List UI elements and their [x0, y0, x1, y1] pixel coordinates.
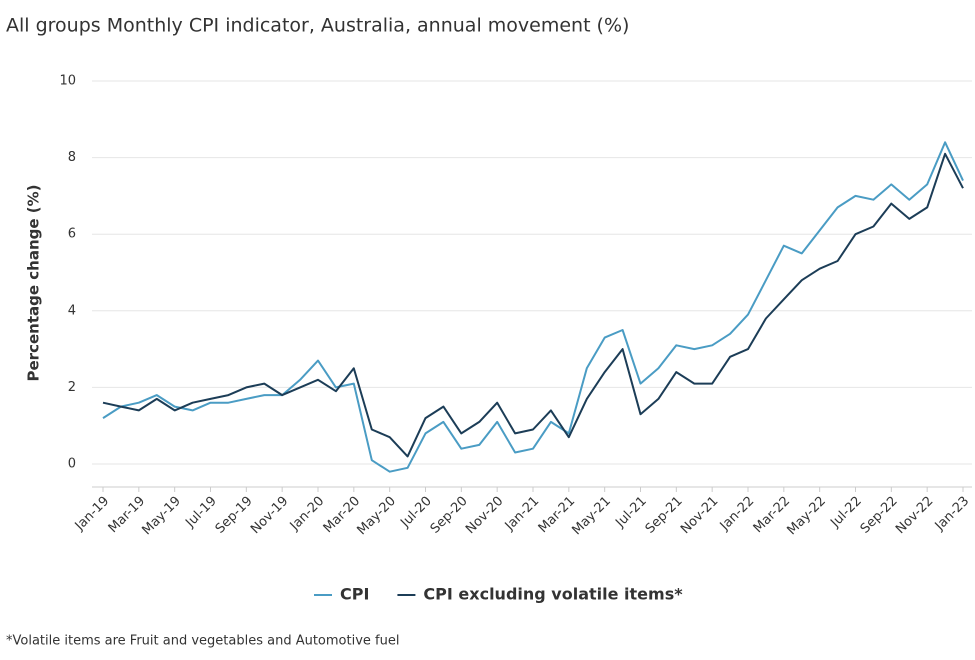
- legend-label: CPI: [340, 585, 369, 604]
- series-line: [102, 141, 964, 473]
- y-tick-label: 6: [68, 227, 76, 242]
- x-tick-label: Sep-20: [428, 494, 471, 537]
- x-tick-label: Jan-21: [502, 494, 543, 535]
- y-tick-label: 0: [68, 457, 76, 472]
- x-tick-label: Sep-19: [213, 494, 256, 537]
- x-tick-label: Jan-19: [72, 494, 113, 535]
- x-tick-label: May-20: [354, 494, 398, 538]
- footnote: *Volatile items are Fruit and vegetables…: [6, 634, 399, 649]
- x-tick-label: Jan-23: [932, 494, 973, 535]
- y-tick-label: 8: [68, 150, 76, 165]
- x-tick-label: Sep-22: [858, 494, 901, 537]
- x-tick-label: May-22: [784, 494, 828, 538]
- x-tick-label: May-21: [569, 494, 613, 538]
- x-tick-label: May-19: [139, 494, 183, 538]
- x-tick-label: Nov-21: [678, 494, 721, 537]
- x-tick-label: Jan-22: [717, 494, 758, 535]
- x-tick-label: Nov-19: [248, 494, 291, 537]
- x-tick-label: Jan-20: [287, 494, 328, 535]
- x-tick-label: Nov-22: [893, 494, 936, 537]
- x-tick-label: Nov-20: [463, 494, 506, 537]
- y-tick-label: 4: [68, 303, 76, 318]
- y-tick-label: 2: [68, 380, 76, 395]
- y-tick-label: 10: [59, 74, 76, 89]
- x-tick-label: Sep-21: [643, 494, 686, 537]
- series-line: [102, 152, 964, 458]
- y-axis-label: Percentage change (%): [25, 185, 43, 382]
- chart-title: All groups Monthly CPI indicator, Austra…: [6, 15, 629, 37]
- legend-label: CPI excluding volatile items*: [423, 585, 683, 604]
